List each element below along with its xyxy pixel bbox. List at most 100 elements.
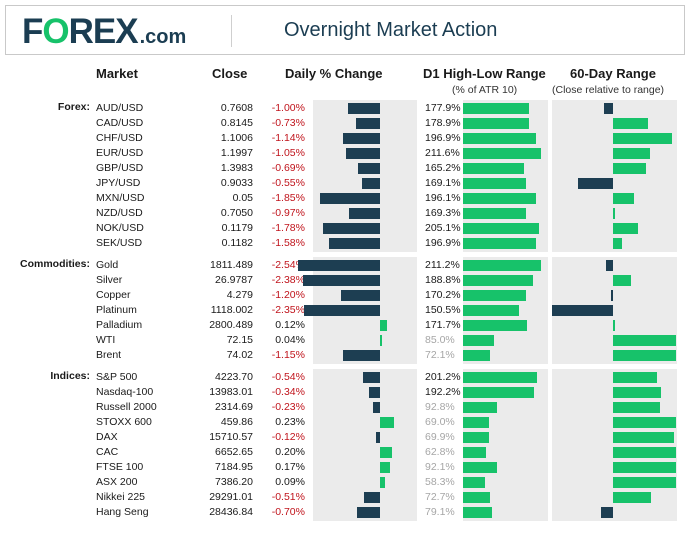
day60-bar	[613, 223, 638, 234]
day60-bar	[613, 163, 646, 174]
close-value: 7386.20	[215, 476, 253, 488]
day60-bar	[604, 103, 613, 114]
table-row[interactable]: Hang Seng 28436.84 -0.70% 79.1%	[0, 505, 694, 520]
table-row[interactable]: Platinum 1118.002 -2.35% 150.5%	[0, 303, 694, 318]
table-row[interactable]: Silver 26.9787 -2.38% 188.8%	[0, 273, 694, 288]
table-row[interactable]: WTI 72.15 0.04% 85.0%	[0, 333, 694, 348]
change-bar	[357, 507, 380, 518]
range-bar	[463, 402, 497, 413]
change-bar	[369, 387, 380, 398]
close-value: 0.05	[232, 192, 253, 204]
table-row[interactable]: ASX 200 7386.20 0.09% 58.3%	[0, 475, 694, 490]
change-value: -1.85%	[271, 192, 305, 204]
range-value: 62.8%	[425, 446, 455, 458]
change-bar	[349, 208, 380, 219]
col-header-market: Market	[96, 66, 138, 81]
close-value: 28436.84	[209, 506, 253, 518]
table-row[interactable]: NZD/USD 0.7050 -0.97% 169.3%	[0, 206, 694, 221]
change-bar	[343, 350, 380, 361]
close-value: 2800.489	[209, 319, 253, 331]
range-bar	[463, 290, 526, 301]
close-value: 7184.95	[215, 461, 253, 473]
change-bar	[341, 290, 380, 301]
market-name: Nasdaq-100	[96, 386, 154, 398]
range-bar	[463, 305, 519, 316]
table-row[interactable]: CHF/USD 1.1006 -1.14% 196.9%	[0, 131, 694, 146]
change-bar	[362, 178, 380, 189]
close-value: 0.1179	[221, 222, 253, 234]
change-bar	[348, 103, 380, 114]
table-row[interactable]: JPY/USD 0.9033 -0.55% 169.1%	[0, 176, 694, 191]
table-row[interactable]: STOXX 600 459.86 0.23% 69.0%	[0, 415, 694, 430]
table-row[interactable]: Gold 1811.489 -2.54% 211.2%	[0, 258, 694, 273]
range-bar	[463, 477, 485, 488]
table-row[interactable]: NOK/USD 0.1179 -1.78% 205.1%	[0, 221, 694, 236]
range-value: 196.1%	[425, 192, 461, 204]
range-value: 170.2%	[425, 289, 461, 301]
table-row[interactable]: MXN/USD 0.05 -1.85% 196.1%	[0, 191, 694, 206]
table-row[interactable]: AUD/USD 0.7608 -1.00% 177.9%	[0, 101, 694, 116]
range-bar	[463, 387, 534, 398]
day60-bar	[601, 507, 613, 518]
market-name: CHF/USD	[96, 132, 143, 144]
range-value: 169.1%	[425, 177, 461, 189]
table-row[interactable]: S&P 500 4223.70 -0.54% 201.2%	[0, 370, 694, 385]
day60-bar	[613, 417, 676, 428]
header-bar: FOREX .com Overnight Market Action	[5, 5, 685, 55]
day60-bar	[613, 350, 676, 361]
range-value: 85.0%	[425, 334, 455, 346]
table-row[interactable]: GBP/USD 1.3983 -0.69% 165.2%	[0, 161, 694, 176]
range-bar	[463, 133, 536, 144]
table-row[interactable]: Nasdaq-100 13983.01 -0.34% 192.2%	[0, 385, 694, 400]
change-value: -1.58%	[271, 237, 305, 249]
market-name: Palladium	[96, 319, 143, 331]
range-bar	[463, 447, 486, 458]
day60-bar	[613, 432, 674, 443]
range-value: 69.0%	[425, 416, 455, 428]
range-bar	[463, 492, 490, 503]
range-bar	[463, 260, 541, 271]
change-bar	[373, 402, 380, 413]
range-value: 165.2%	[425, 162, 461, 174]
table-row[interactable]: Copper 4.279 -1.20% 170.2%	[0, 288, 694, 303]
change-bar	[358, 163, 380, 174]
day60-bar	[613, 193, 634, 204]
close-value: 0.1182	[221, 237, 253, 249]
table-row[interactable]: Russell 2000 2314.69 -0.23% 92.8%	[0, 400, 694, 415]
day60-bar	[611, 290, 613, 301]
table-row[interactable]: FTSE 100 7184.95 0.17% 92.1%	[0, 460, 694, 475]
close-value: 1811.489	[209, 259, 253, 271]
change-value: -0.70%	[271, 506, 305, 518]
range-value: 205.1%	[425, 222, 461, 234]
range-value: 196.9%	[425, 132, 461, 144]
change-value: -0.97%	[271, 207, 305, 219]
change-value: 0.12%	[275, 319, 305, 331]
table-row[interactable]: EUR/USD 1.1997 -1.05% 211.6%	[0, 146, 694, 161]
range-value: 178.9%	[425, 117, 461, 129]
close-value: 1118.002	[210, 304, 253, 316]
close-value: 26.9787	[215, 274, 253, 286]
group-label: Indices:	[50, 370, 90, 382]
table-row[interactable]: Brent 74.02 -1.15% 72.1%	[0, 348, 694, 363]
table-row[interactable]: SEK/USD 0.1182 -1.58% 196.9%	[0, 236, 694, 251]
table-row[interactable]: Nikkei 225 29291.01 -0.51% 72.7%	[0, 490, 694, 505]
forex-logo[interactable]: FOREX .com	[22, 12, 186, 52]
change-value: -0.54%	[271, 371, 305, 383]
range-bar	[463, 320, 527, 331]
table-row[interactable]: Palladium 2800.489 0.12% 171.7%	[0, 318, 694, 333]
table-row[interactable]: CAC 6652.65 0.20% 62.8%	[0, 445, 694, 460]
table-row[interactable]: DAX 15710.57 -0.12% 69.9%	[0, 430, 694, 445]
market-name: FTSE 100	[96, 461, 144, 473]
change-value: -1.78%	[271, 222, 305, 234]
range-bar	[463, 238, 536, 249]
market-name: SEK/USD	[96, 237, 143, 249]
col-header-close: Close	[212, 66, 248, 81]
close-value: 4.279	[226, 289, 253, 301]
table-row[interactable]: CAD/USD 0.8145 -0.73% 178.9%	[0, 116, 694, 131]
change-bar	[380, 447, 392, 458]
market-name: EUR/USD	[96, 147, 144, 159]
day60-bar	[613, 320, 615, 331]
change-bar	[304, 305, 380, 316]
close-value: 0.7050	[220, 207, 253, 219]
change-value: 0.17%	[275, 461, 305, 473]
